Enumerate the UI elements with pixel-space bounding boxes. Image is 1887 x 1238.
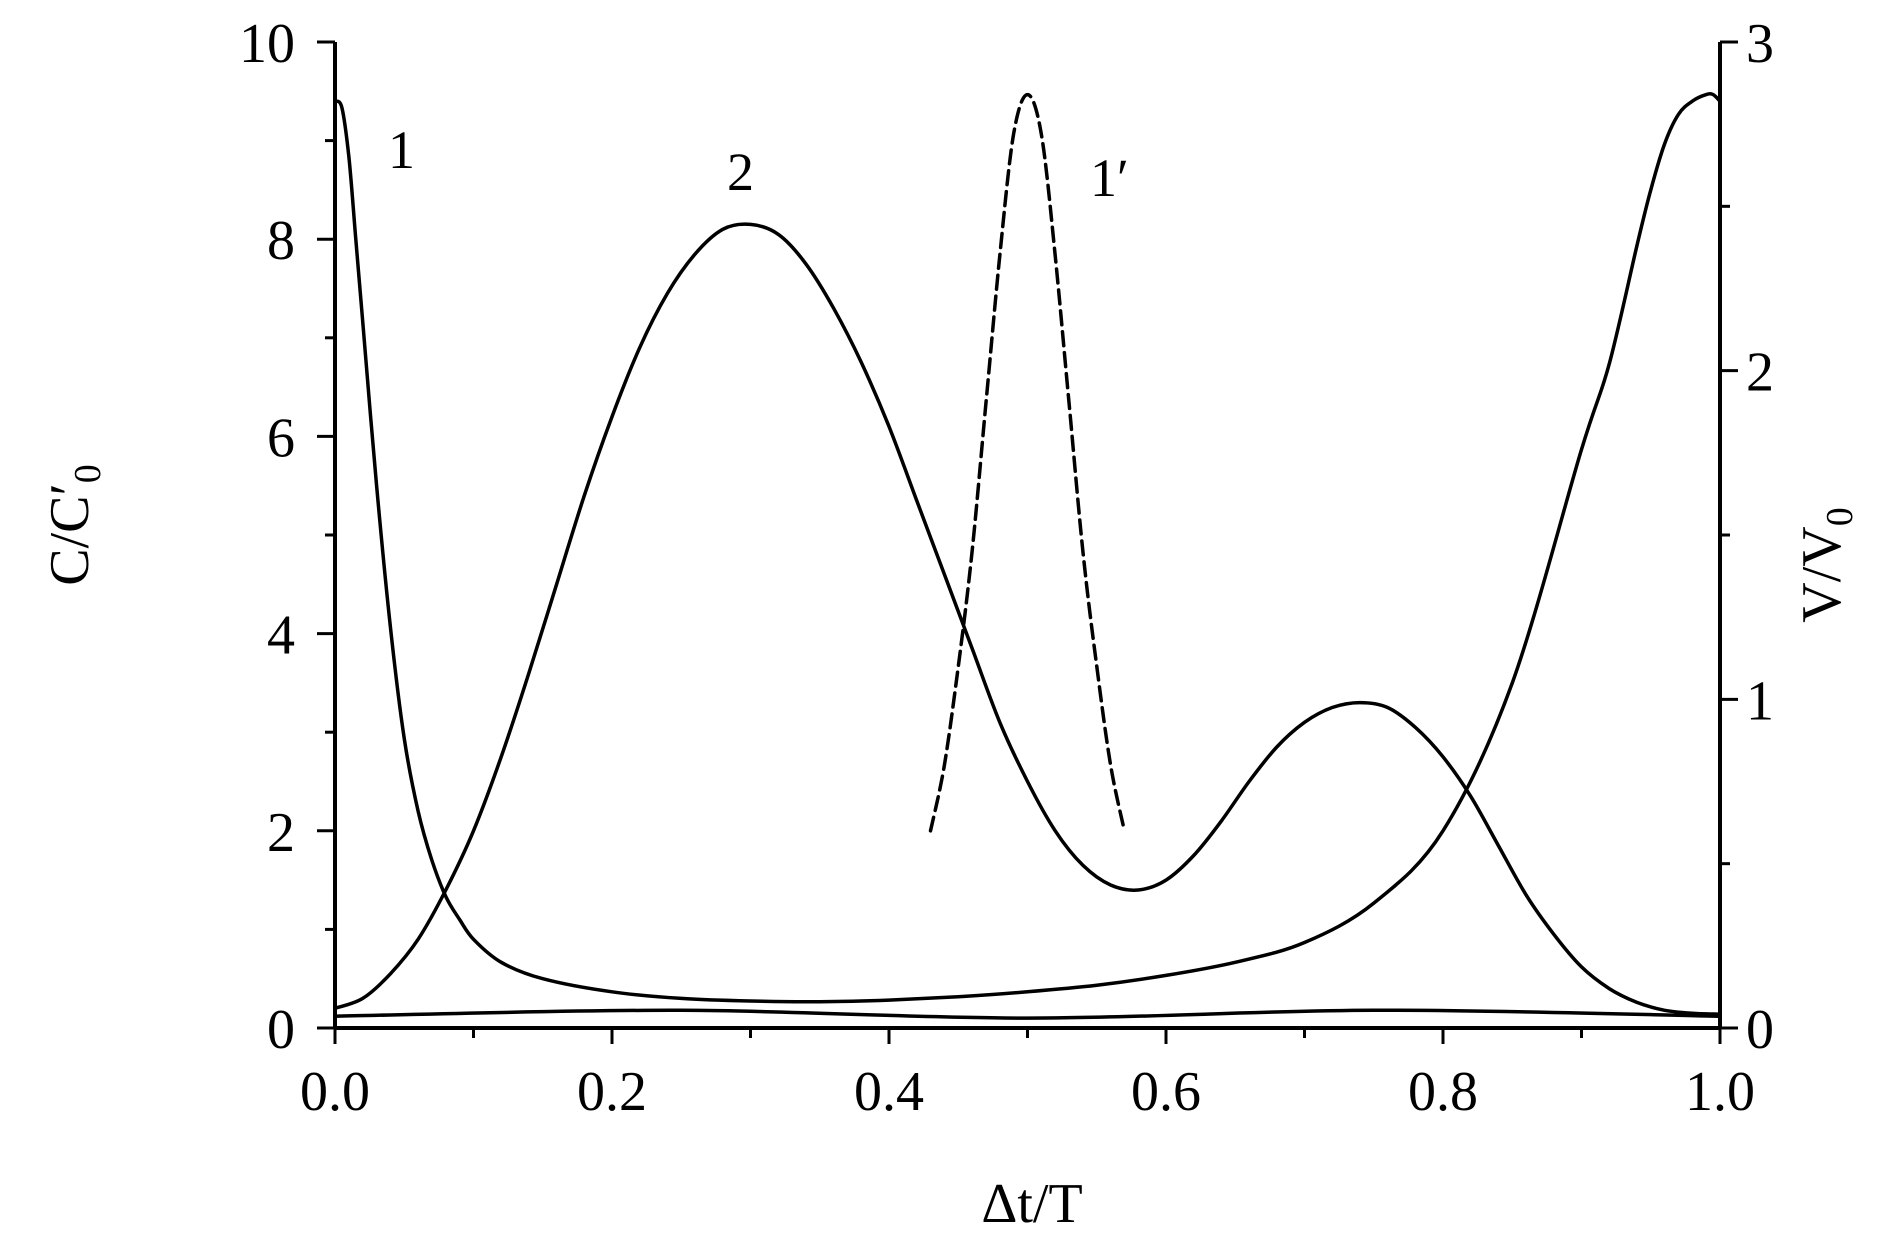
series-1-prime-line — [928, 92, 1127, 833]
y-left-tick-label: 2 — [267, 802, 295, 864]
y-right-tick-label: 1 — [1746, 670, 1774, 732]
y-axis-left-title-sub: 0 — [67, 464, 109, 483]
y-right-tick-label: 0 — [1746, 999, 1774, 1061]
series-2-line — [333, 222, 1722, 1016]
x-axis-title: Δt/T — [981, 1173, 1082, 1235]
x-tick-label: 0.0 — [300, 1061, 370, 1123]
x-tick-label: 0.6 — [1131, 1061, 1201, 1123]
y-axis-left-title: C/C′0 — [39, 464, 109, 586]
y-left-tick-label: 6 — [267, 407, 295, 469]
curve-label-2: 2 — [727, 142, 754, 202]
x-tick-label: 0.2 — [577, 1061, 647, 1123]
x-tick-label: 1.0 — [1685, 1061, 1755, 1123]
y-axis-left-title-main: C/C′ — [39, 483, 101, 586]
x-tick-label: 0.8 — [1408, 1061, 1478, 1123]
series-layer — [333, 92, 1722, 1020]
x-tick-label: 0.4 — [854, 1061, 924, 1123]
y-right-tick-label: 2 — [1746, 342, 1774, 404]
y-left-tick-label: 8 — [267, 210, 295, 272]
curve-label-1-prime: 1′ — [1090, 148, 1129, 208]
y-left-tick-label: 0 — [267, 999, 295, 1061]
y-axis-right-title-sub: 0 — [1819, 507, 1861, 526]
curve-label-1: 1 — [388, 120, 415, 180]
y-left-tick-label: 4 — [267, 605, 295, 667]
series-1-line — [333, 92, 1722, 1004]
y-left-tick-label: 10 — [239, 13, 295, 75]
y-right-tick-label: 3 — [1746, 13, 1774, 75]
labels: 1 2 1′ Δt/T C/C′0 V/V0 — [39, 120, 1861, 1235]
y-axis-right-title: V/V0 — [1791, 507, 1861, 622]
series-baseline-line — [333, 1008, 1722, 1020]
y-axis-right-title-main: V/V — [1791, 526, 1853, 622]
